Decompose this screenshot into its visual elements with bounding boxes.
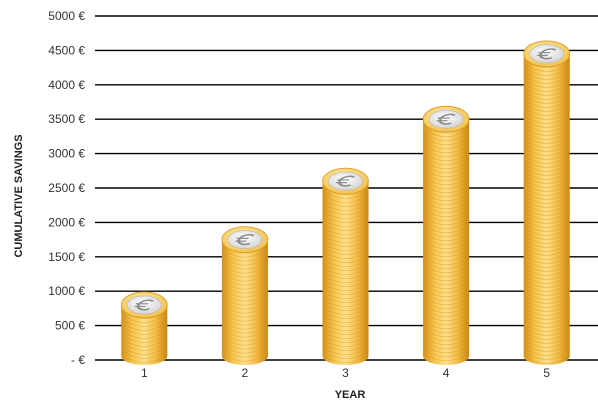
y-axis-ticks: - € 500 € 1000 € 1500 € 2000 € 2500 € 3000 € 35… (48, 9, 85, 367)
coin-edges (221, 244, 269, 362)
y-tick-label: 4000 € (48, 78, 85, 92)
euro-icon (134, 299, 154, 311)
coin-edges (322, 185, 369, 364)
coin-stack (120, 291, 168, 365)
y-tick-label: 1500 € (48, 250, 85, 264)
y-axis-title: CUMULATIVE SAVINGS (13, 134, 25, 257)
x-tick-label: 1 (141, 366, 148, 380)
euro-icon (335, 175, 355, 187)
euro-icon (234, 234, 255, 246)
y-tick-label: 2500 € (48, 181, 85, 195)
coin-stack (322, 167, 369, 365)
coin-face (529, 44, 565, 64)
y-tick-label: 2000 € (48, 215, 85, 229)
y-tick-label: 500 € (55, 319, 85, 333)
coin-stack-body (322, 181, 369, 356)
coin-stack-base (523, 347, 570, 365)
x-tick-label: 3 (342, 366, 349, 380)
coin-stack (221, 226, 269, 365)
euro-icon (536, 48, 557, 60)
coin-stack-base (322, 347, 369, 365)
coin-face (328, 171, 363, 191)
x-axis-ticks: 1 2 3 4 5 (141, 366, 550, 380)
y-tick-label: 4500 € (48, 43, 85, 57)
x-tick-label: 2 (242, 366, 249, 380)
coin-stack-base (221, 347, 268, 365)
x-tick-label: 4 (443, 366, 450, 380)
coin-edges (523, 58, 570, 364)
coin-stack-body (523, 53, 570, 357)
x-axis-title: YEAR (335, 389, 366, 401)
coin-face (127, 295, 162, 315)
y-tick-label: 1000 € (48, 284, 85, 298)
coin-stack (422, 105, 470, 365)
y-tick-label: 3500 € (48, 112, 85, 126)
coin-face (227, 230, 263, 249)
coin-stack (523, 40, 571, 365)
y-tick-label: 3000 € (48, 147, 85, 161)
coin-edges (422, 123, 470, 362)
coin-stack-body (221, 239, 268, 356)
y-tick-label: 5000 € (48, 9, 85, 23)
coin-stacks (120, 40, 571, 365)
coin-stack-base (423, 347, 470, 365)
euro-icon (436, 113, 456, 125)
coin-face (428, 109, 464, 129)
x-tick-label: 5 (543, 366, 550, 380)
y-tick-label: - € (71, 353, 85, 367)
